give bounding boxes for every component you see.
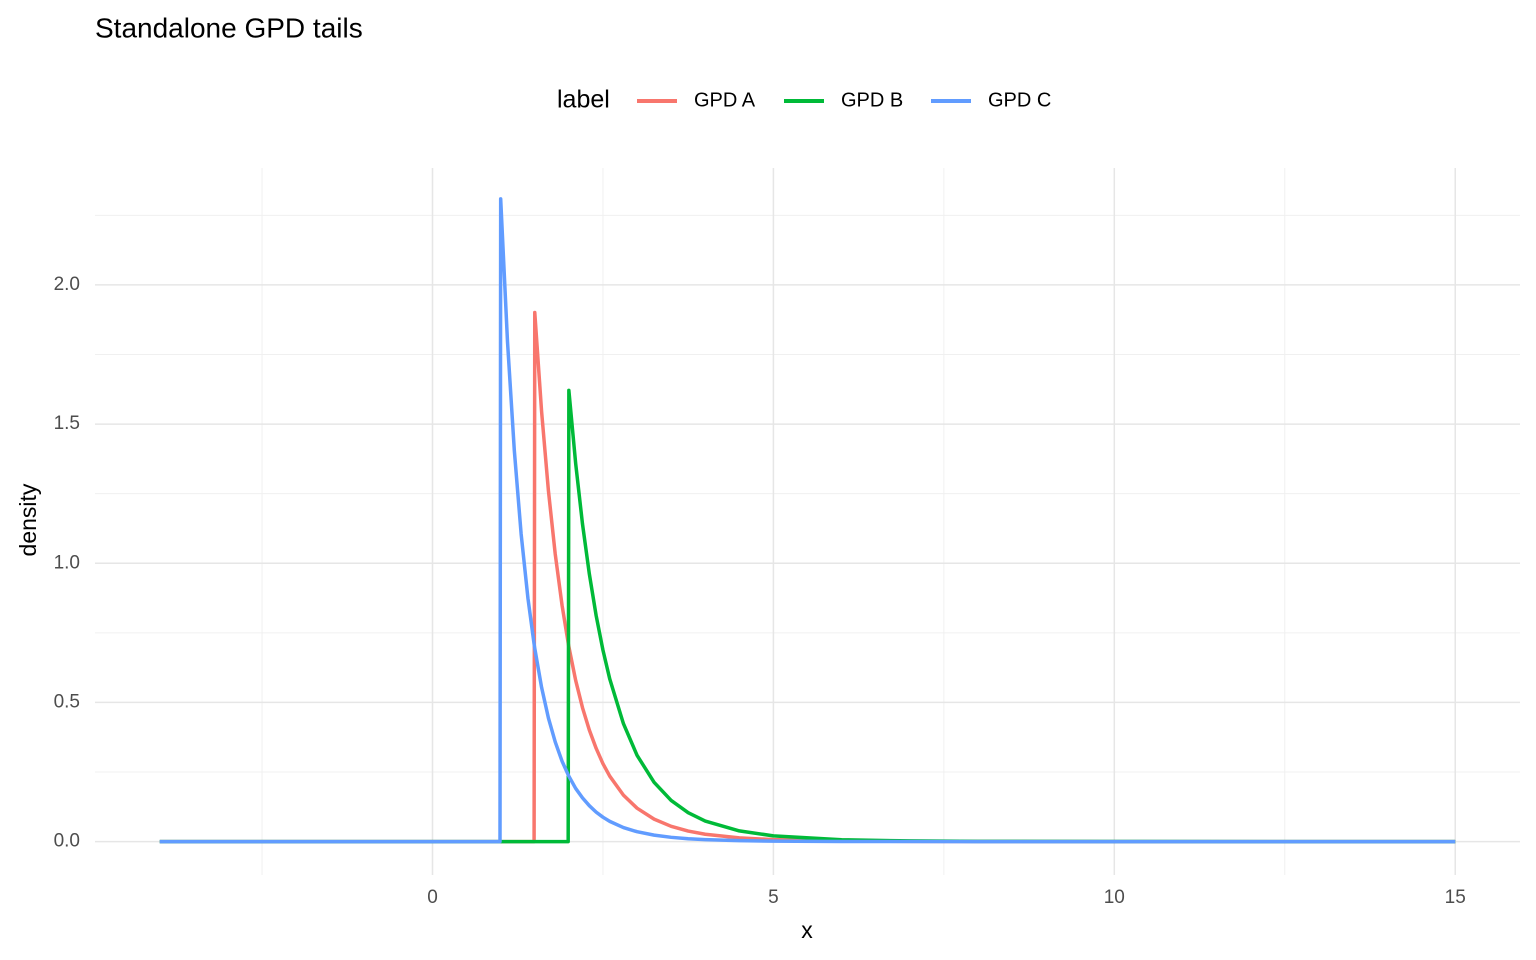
y-tick-label: 1.5: [54, 413, 80, 434]
legend-label: GPD A: [694, 89, 756, 111]
chart-title: Standalone GPD tails: [95, 12, 363, 43]
y-tick-label: 0.5: [54, 691, 80, 712]
line-series: [159, 388, 1456, 844]
line-series: [159, 310, 1456, 844]
y-tick-label: 1.0: [54, 552, 80, 573]
x-tick-label: 0: [427, 887, 438, 908]
y-tick-label: 0.0: [54, 831, 80, 852]
y-axis-label: density: [15, 483, 41, 556]
legend-title: label: [557, 86, 610, 114]
x-tick-label: 15: [1445, 887, 1466, 908]
legend-label: GPD B: [841, 89, 903, 111]
x-axis-label: x: [801, 917, 813, 943]
x-tick-label: 10: [1104, 887, 1125, 908]
x-tick-label: 5: [768, 887, 779, 908]
line-series: [159, 197, 1456, 844]
legend-label: GPD C: [988, 89, 1051, 111]
y-tick-label: 2.0: [54, 274, 80, 295]
